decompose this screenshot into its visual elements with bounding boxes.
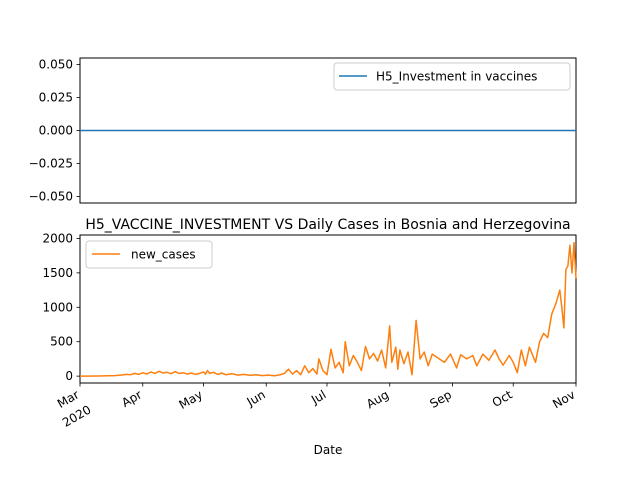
bottom-y-tick-label: 500 [50,335,73,349]
bottom-legend: new_cases [85,240,213,269]
bottom-plot-frame [79,234,577,384]
top-panel: 0.050 0.025 0.000 −0.025 −0.050 H5_Investmen… [29,57,577,204]
top-legend: H5_Investment in vaccines [333,62,571,91]
bottom-y-tick-label: 2000 [42,231,73,245]
bottom-y-tick-label: 0 [65,369,73,383]
top-legend-label: H5_Investment in vaccines [376,70,537,84]
bottom-legend-box [85,240,213,269]
top-y-tick-label: −0.050 [29,189,73,203]
top-y-axis: 0.050 0.025 0.000 −0.025 −0.050 [29,58,80,203]
x-tick-label: Jul [308,387,328,407]
top-y-tick-label: −0.025 [29,156,73,170]
bottom-y-tick-label: 1000 [42,300,73,314]
top-y-tick-label: 0.025 [39,91,73,105]
bottom-y-axis: 0 500 1000 1500 2000 [42,231,80,383]
top-y-tick-label: 0.050 [39,58,73,72]
top-legend-box [333,62,571,91]
new-cases-line [80,241,577,377]
bottom-y-tick-label: 1500 [42,266,73,280]
bottom-series-group [80,241,577,377]
bottom-panel: H5_VACCINE_INVESTMENT VS Daily Cases in … [42,217,577,457]
bottom-legend-label: new_cases [131,248,196,262]
x-axis-label: Date [314,443,343,457]
top-y-tick-label: 0.000 [39,124,73,138]
chart-title: H5_VACCINE_INVESTMENT VS Daily Cases in … [85,217,570,233]
